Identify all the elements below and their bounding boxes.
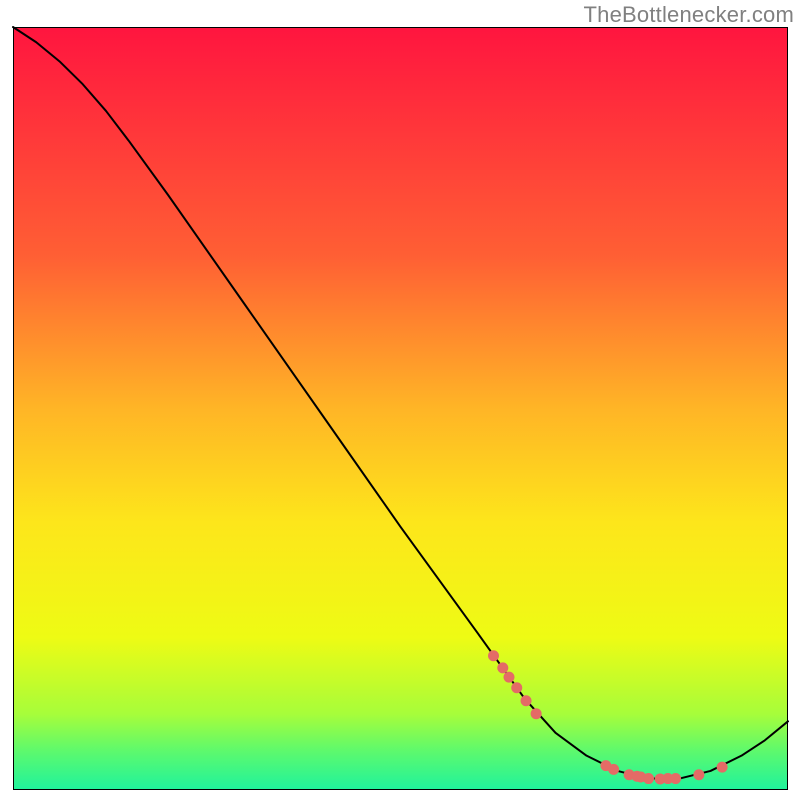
curve-marker <box>504 672 514 682</box>
curve-marker <box>717 762 727 772</box>
curve-marker <box>512 683 522 693</box>
bottleneck-chart <box>0 0 800 800</box>
watermark-text: TheBottlenecker.com <box>584 2 794 28</box>
curve-marker <box>694 770 704 780</box>
curve-marker <box>489 651 499 661</box>
curve-marker <box>521 696 531 706</box>
curve-marker <box>644 774 654 784</box>
curve-marker <box>498 663 508 673</box>
curve-marker <box>609 764 619 774</box>
curve-marker <box>671 774 681 784</box>
chart-container: TheBottlenecker.com <box>0 0 800 800</box>
curve-marker <box>531 709 541 719</box>
